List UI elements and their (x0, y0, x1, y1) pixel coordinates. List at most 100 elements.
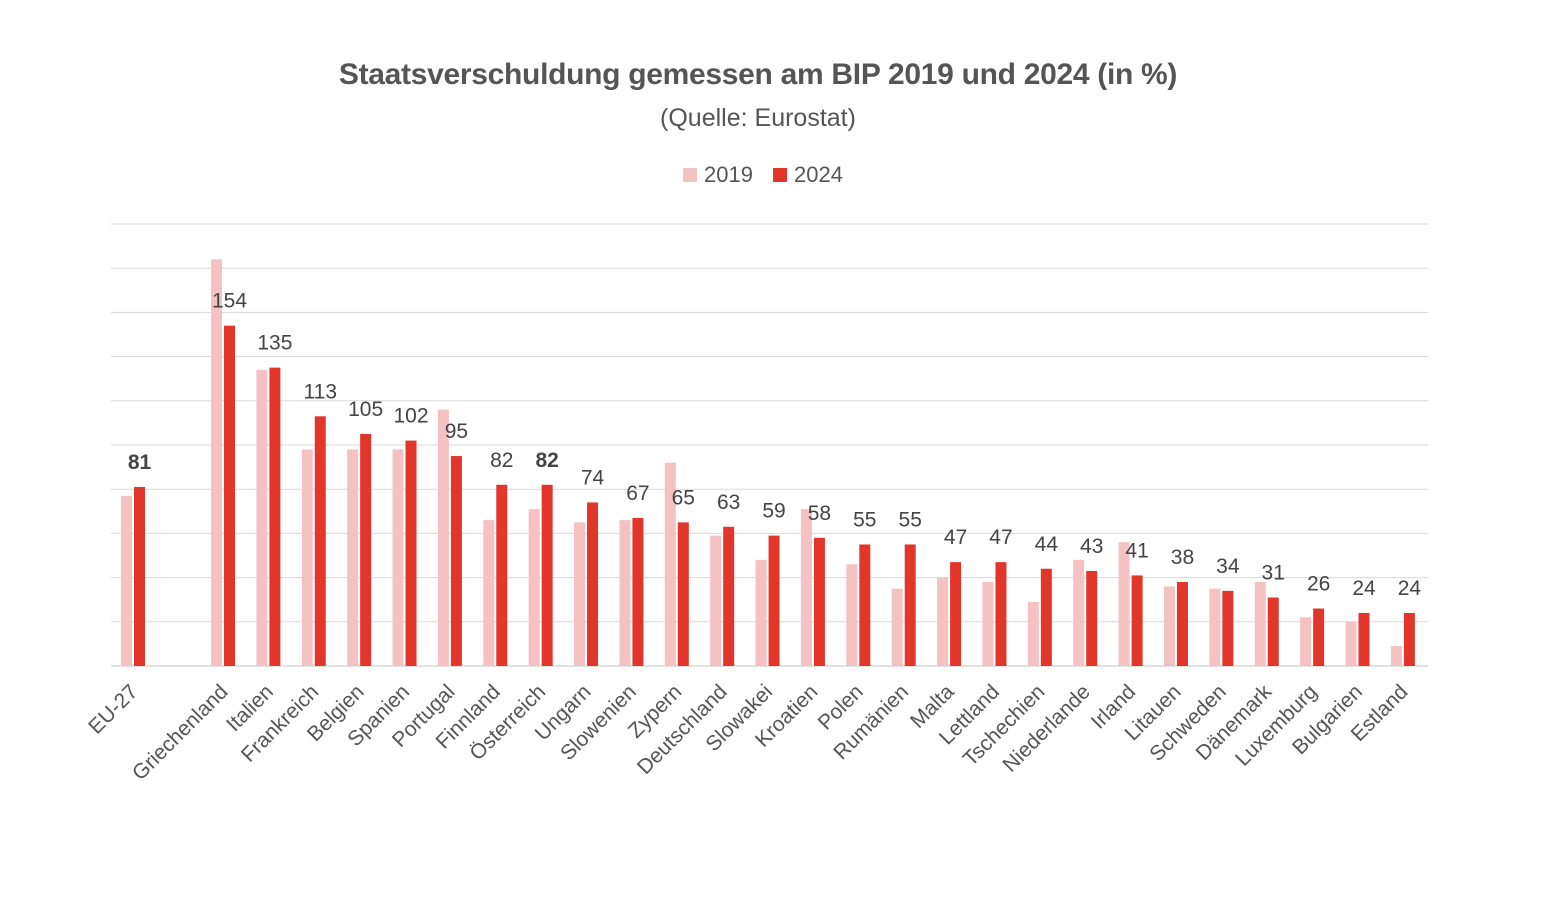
gridlines (111, 223, 1428, 667)
bar-2019-ungarn (574, 522, 586, 666)
data-label-österreich: 82 (535, 449, 558, 472)
bar-2024-eu-27 (134, 486, 145, 666)
bars (121, 259, 1415, 666)
bar-2024-frankreich (314, 416, 326, 666)
bar-2024-italien (269, 367, 281, 666)
legend-item-2019: 2019 (683, 162, 753, 188)
bar-2019-slowakei (755, 559, 767, 666)
data-label-portugal: 95 (445, 420, 468, 443)
legend-label-2019: 2019 (704, 162, 753, 187)
bar-2024-irland (1131, 575, 1143, 666)
bar-2019-lettland (982, 582, 994, 666)
bar-2024-griechenland (224, 325, 235, 666)
data-label-dänemark: 31 (1262, 561, 1285, 584)
bar-2019-eu-27 (121, 495, 132, 666)
bar-2019-schweden (1209, 588, 1221, 666)
bar-2024-bulgarien (1358, 612, 1370, 666)
bar-2024-malta (950, 562, 962, 666)
legend-swatch-2024 (773, 168, 787, 182)
data-label-lettland: 47 (989, 526, 1012, 549)
data-label-zypern: 65 (672, 486, 695, 509)
bar-2019-deutschland (710, 535, 722, 666)
bar-2024-polen (859, 544, 871, 666)
category-label-eu-27: EU-27 (84, 680, 142, 738)
data-label-slowakei: 59 (762, 500, 785, 523)
bar-2024-niederlande (1086, 570, 1098, 666)
bar-2019-dänemark (1254, 582, 1266, 666)
bar-2024-tschechien (1040, 568, 1052, 666)
data-label-luxemburg: 26 (1307, 573, 1330, 596)
data-label-irland: 41 (1125, 539, 1148, 562)
bar-2024-kroatien (813, 537, 825, 666)
bar-2024-litauen (1176, 582, 1188, 666)
bar-2019-litauen (1163, 586, 1175, 666)
data-label-estland: 24 (1398, 577, 1422, 600)
bar-2024-luxemburg (1313, 608, 1325, 666)
bar-2019-polen (846, 564, 858, 666)
bar-2024-deutschland (723, 526, 735, 666)
bar-2024-zypern (677, 522, 689, 666)
bar-2024-portugal (450, 456, 462, 666)
bar-2019-bulgarien (1345, 621, 1357, 666)
data-label-bulgarien: 24 (1352, 577, 1376, 600)
bar-2019-belgien (347, 449, 359, 666)
bar-2019-rumänien (891, 588, 903, 666)
data-labels: 81 154 135 113 105 102 95 82 82 74 67 65 63 59 58 55 55 4… (128, 290, 1422, 600)
bar-2024-estland (1403, 612, 1415, 666)
data-label-rumänien: 55 (899, 508, 922, 531)
data-label-slowenien: 67 (626, 482, 649, 505)
bar-2019-niederlande (1073, 559, 1085, 666)
bar-2019-kroatien (800, 509, 812, 666)
bar-2019-finnland (483, 520, 495, 666)
bar-2024-österreich (541, 484, 553, 666)
chart-legend: 2019 2024 (0, 162, 1526, 188)
data-label-deutschland: 63 (717, 491, 740, 514)
data-label-malta: 47 (944, 526, 967, 549)
data-label-belgien: 105 (348, 398, 383, 421)
bar-2019-tschechien (1027, 601, 1039, 666)
bar-2024-ungarn (587, 502, 599, 666)
bar-2019-malta (937, 577, 949, 666)
chart-subtitle: (Quelle: Eurostat) (660, 104, 856, 132)
data-label-frankreich: 113 (304, 380, 337, 403)
legend-label-2024: 2024 (794, 162, 843, 187)
data-label-litauen: 38 (1171, 546, 1194, 569)
data-label-eu-27: 81 (128, 451, 152, 474)
chart-title: Staatsverschuldung gemessen am BIP 2019 … (338, 58, 1178, 91)
bar-2024-spanien (405, 440, 417, 666)
bar-2024-belgien (360, 433, 372, 666)
data-label-finnland: 82 (490, 449, 513, 472)
bar-2024-finnland (496, 484, 508, 666)
bar-2024-slowakei (768, 535, 780, 666)
data-label-polen: 55 (853, 508, 876, 531)
category-label-griechenland: Griechenland (128, 680, 233, 785)
bar-2024-rumänien (904, 544, 916, 666)
data-label-tschechien: 44 (1035, 533, 1059, 556)
bar-2019-österreich (528, 509, 540, 666)
data-label-spanien: 102 (393, 405, 428, 428)
data-label-kroatien: 58 (808, 502, 831, 525)
bar-2019-spanien (392, 449, 404, 666)
bar-2024-slowenien (632, 517, 644, 666)
bar-2019-griechenland (211, 259, 222, 666)
legend-item-2024: 2024 (773, 162, 843, 188)
data-label-griechenland: 154 (212, 290, 247, 313)
data-label-schweden: 34 (1216, 555, 1240, 578)
bar-2019-luxemburg (1300, 617, 1312, 666)
category-labels: EU-27GriechenlandItalienFrankreichBelgie… (84, 680, 1412, 785)
bar-2019-italien (256, 369, 268, 666)
bar-2024-dänemark (1267, 597, 1279, 666)
bar-2024-schweden (1222, 590, 1234, 666)
bar-2019-irland (1118, 542, 1130, 666)
bar-2019-portugal (437, 409, 449, 666)
data-label-ungarn: 74 (581, 466, 605, 489)
bar-2024-lettland (995, 562, 1007, 666)
data-label-niederlande: 43 (1080, 535, 1103, 558)
bar-2019-zypern (664, 462, 676, 666)
bar-2019-estland (1390, 646, 1402, 666)
bar-2019-slowenien (619, 520, 631, 666)
data-label-italien: 135 (257, 332, 292, 355)
bar-2019-frankreich (301, 449, 313, 666)
legend-swatch-2019 (683, 168, 698, 182)
